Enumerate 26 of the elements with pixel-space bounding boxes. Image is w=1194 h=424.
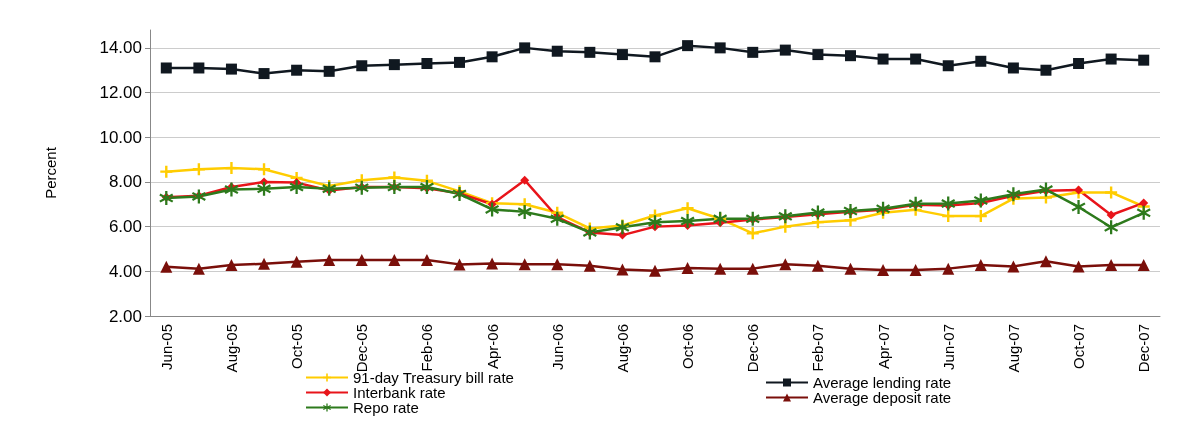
y-tick-label: 8.00: [108, 172, 142, 192]
x-tick-label: Dec-05: [353, 324, 371, 373]
x-tick-label: Feb-07: [809, 324, 827, 372]
x-tick-label: Oct-06: [679, 324, 697, 370]
x-tick-label: Aug-07: [1004, 324, 1022, 373]
y-tick-label: 2.00: [108, 306, 142, 326]
x-tick-label: Oct-07: [1070, 324, 1088, 370]
y-tick-label: 12.00: [99, 83, 142, 103]
legend-label: Average lending rate: [813, 374, 952, 391]
x-tick-label: Feb-06: [418, 324, 436, 372]
x-tick-label: Jun-06: [548, 324, 566, 370]
x-tick-label: Aug-05: [222, 324, 240, 373]
y-tick-label: 10.00: [99, 127, 142, 147]
x-tick-label: Oct-05: [288, 324, 306, 370]
y-axis-title: Percent: [42, 146, 59, 199]
x-tick-label: Jun-05: [157, 324, 175, 370]
x-tick-label: Dec-06: [744, 324, 762, 373]
y-tick-label: 6.00: [108, 217, 142, 237]
x-tick-label: Apr-06: [483, 324, 501, 370]
x-tick-label: Aug-06: [613, 324, 631, 373]
y-tick-label: 4.00: [108, 261, 142, 281]
x-tick-label: Apr-07: [874, 324, 892, 370]
x-tick-label: Jun-07: [939, 324, 957, 370]
legend-label: Repo rate: [353, 399, 419, 416]
x-tick-label: Dec-07: [1135, 324, 1153, 373]
y-tick-label: 14.00: [99, 38, 142, 58]
